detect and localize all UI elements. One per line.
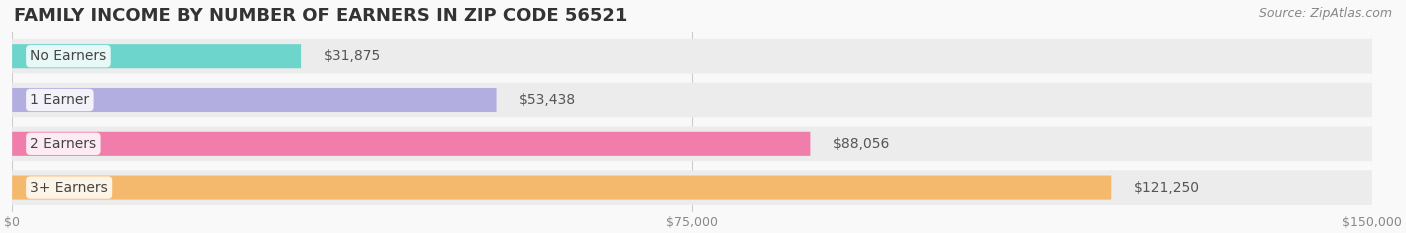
Text: FAMILY INCOME BY NUMBER OF EARNERS IN ZIP CODE 56521: FAMILY INCOME BY NUMBER OF EARNERS IN ZI… xyxy=(14,7,627,25)
Text: $53,438: $53,438 xyxy=(519,93,576,107)
Text: 1 Earner: 1 Earner xyxy=(31,93,90,107)
Text: Source: ZipAtlas.com: Source: ZipAtlas.com xyxy=(1258,7,1392,20)
FancyBboxPatch shape xyxy=(13,175,1111,200)
FancyBboxPatch shape xyxy=(13,170,1372,205)
Text: $88,056: $88,056 xyxy=(832,137,890,151)
Text: $31,875: $31,875 xyxy=(323,49,381,63)
FancyBboxPatch shape xyxy=(13,83,1372,117)
Text: 2 Earners: 2 Earners xyxy=(31,137,97,151)
FancyBboxPatch shape xyxy=(13,127,1372,161)
Text: No Earners: No Earners xyxy=(31,49,107,63)
FancyBboxPatch shape xyxy=(13,88,496,112)
Text: 3+ Earners: 3+ Earners xyxy=(31,181,108,195)
FancyBboxPatch shape xyxy=(13,44,301,68)
FancyBboxPatch shape xyxy=(13,132,810,156)
FancyBboxPatch shape xyxy=(13,39,1372,73)
Text: $121,250: $121,250 xyxy=(1135,181,1199,195)
